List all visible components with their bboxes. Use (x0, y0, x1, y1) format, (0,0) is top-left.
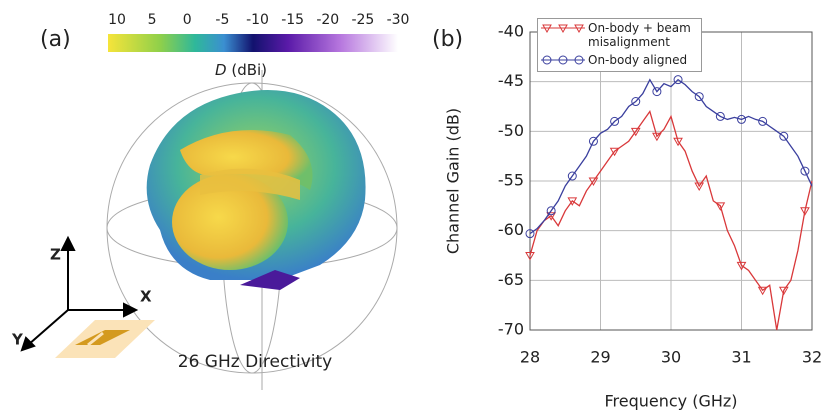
marker (758, 116, 768, 126)
legend-marker (542, 24, 552, 34)
panel-label: (b) (432, 27, 463, 52)
axis-z: Z (50, 246, 61, 264)
series-line (529, 78, 813, 235)
axis-x: X (140, 288, 152, 306)
marker (673, 137, 683, 147)
marker (737, 114, 746, 124)
axis-triad (20, 235, 139, 352)
marker (567, 171, 577, 181)
colorbar-tick-label: -15 (281, 12, 304, 28)
y-tick-label: -45 (498, 71, 524, 90)
y-tick-label: -70 (498, 320, 524, 339)
marker (694, 182, 705, 191)
legend-swatch (541, 55, 585, 65)
colorbar-tick-label: 0 (183, 12, 192, 28)
series-line (529, 109, 813, 331)
marker (567, 197, 578, 206)
x-tick-label: 28 (520, 348, 540, 367)
legend-marker (558, 24, 568, 34)
y-tick-label: -50 (498, 121, 524, 140)
legend-marker (574, 55, 584, 65)
marker (715, 111, 725, 121)
legend-label: On-body + beam misalignment (588, 21, 691, 49)
marker (757, 286, 768, 296)
marker (800, 207, 810, 216)
panel-label: (a) (40, 27, 71, 52)
marker (588, 177, 599, 187)
marker (610, 116, 620, 126)
colorbar-tick-label: -25 (351, 12, 374, 28)
y-axis-label: Channel Gain (dB) (444, 108, 463, 254)
x-axis-label: Frequency (GHz) (604, 392, 737, 411)
legend: On-body + beam misalignment On-body align… (537, 18, 702, 72)
caption: 26 GHz Directivity (178, 352, 332, 372)
y-tick-label: -40 (498, 22, 524, 41)
marker (525, 252, 535, 261)
marker (694, 92, 704, 102)
marker (800, 166, 810, 176)
marker (778, 286, 789, 296)
y-tick-label: -60 (498, 220, 524, 239)
colorbar-tick-label: 10 (108, 12, 126, 28)
legend-marker (542, 55, 552, 65)
marker (609, 147, 620, 157)
marker (736, 261, 747, 271)
marker (652, 132, 662, 142)
marker (525, 229, 535, 239)
y-tick-label: -65 (498, 270, 524, 289)
legend-swatch (541, 24, 585, 34)
x-tick-label: 30 (661, 348, 681, 367)
legend-label: On-body aligned (588, 53, 688, 67)
x-tick-label: 29 (590, 348, 610, 367)
marker (546, 206, 556, 216)
pattern-blob (146, 90, 366, 290)
x-tick-label: 31 (731, 348, 751, 367)
axis-y: Y (11, 331, 24, 349)
marker (673, 75, 683, 85)
colorbar (108, 34, 398, 52)
marker (588, 136, 598, 146)
legend-marker (558, 55, 568, 65)
marker (546, 212, 557, 221)
colorbar-unit: (dBi) (231, 61, 267, 79)
colorbar-tick-label: -5 (215, 12, 229, 28)
marker (652, 87, 662, 97)
colorbar-tick-label: -10 (246, 12, 269, 28)
y-tick-label: -55 (498, 171, 524, 190)
colorbar-label: D (dBi) (215, 61, 267, 79)
marker (715, 202, 726, 211)
marker (630, 127, 641, 137)
colorbar-tick-label: 5 (148, 12, 157, 28)
marker (779, 131, 789, 141)
antenna (55, 320, 155, 358)
x-tick-label: 32 (802, 348, 822, 367)
legend-marker (574, 24, 584, 34)
colorbar-symbol: D (215, 61, 227, 79)
marker (631, 97, 641, 107)
colorbar-tick-label: -20 (316, 12, 339, 28)
colorbar-tick-label: -30 (387, 12, 410, 28)
